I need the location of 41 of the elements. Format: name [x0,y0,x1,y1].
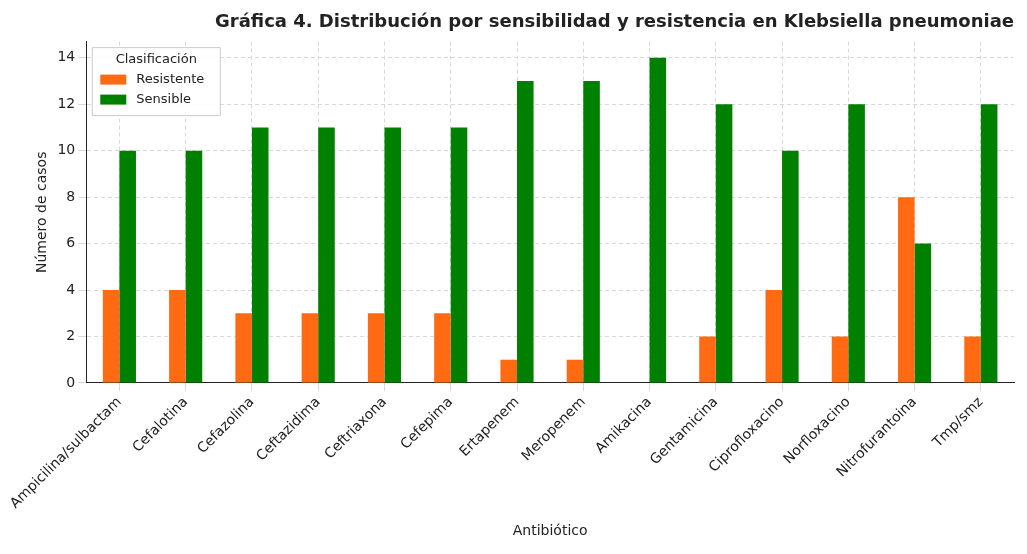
bar [782,150,799,383]
bar [318,127,335,383]
bar [450,127,468,383]
y-tick-label: 4 [66,280,76,297]
bar [500,359,517,383]
bar [367,313,385,383]
y-tick-label: 6 [66,234,76,251]
bar [848,104,865,383]
bar [384,127,402,383]
legend-label: Sensible [136,90,192,106]
bar [169,290,186,383]
bar [914,243,932,383]
bar [185,150,203,383]
y-tick-label: 10 [57,141,76,158]
bar [765,290,783,383]
bar [898,197,915,383]
bar [235,313,252,383]
bar [715,104,733,383]
chart-title: Gráfica 4. Distribución por sensibilidad y resistencia en Klebsiella pneumoniae [215,10,1014,32]
bar [119,150,136,383]
legend-title: Clasificación [115,50,197,66]
bar [434,313,451,383]
y-tick-label: 0 [66,373,76,390]
y-tick-label: 8 [66,187,76,204]
y-tick-label: 14 [57,48,76,65]
bar [566,359,584,383]
bar [251,127,269,383]
bar [964,336,981,383]
x-axis-title: Antibiótico [512,522,588,539]
y-tick-label: 2 [66,327,76,344]
y-axis-title: Número de casos [32,151,49,273]
bar [649,57,667,383]
bar [980,104,998,383]
bar [831,336,849,383]
y-tick-label: 12 [57,94,76,111]
bar [699,336,716,383]
bar [301,313,319,383]
bar [102,290,120,383]
legend-label: Resistente [136,70,205,86]
bar [517,81,534,383]
bar [583,81,600,383]
